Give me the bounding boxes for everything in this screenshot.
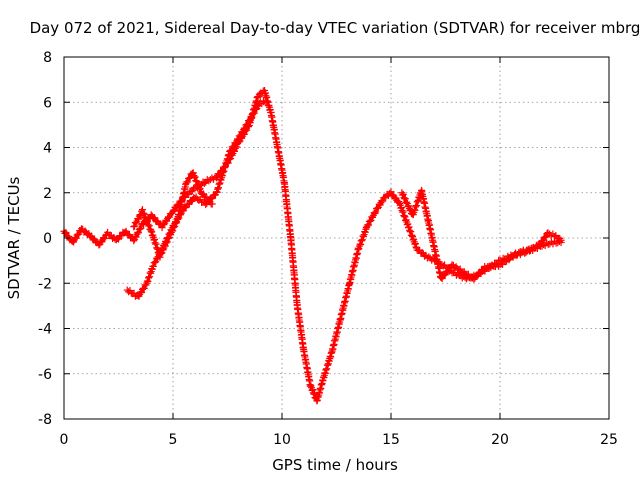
x-tick-label: 10 <box>273 432 291 448</box>
data-point <box>101 234 109 242</box>
data-point <box>370 209 378 217</box>
data-point <box>185 174 193 182</box>
series-4 <box>398 186 565 283</box>
data-point <box>81 227 89 235</box>
data-point <box>140 210 148 218</box>
data-point <box>169 227 177 235</box>
data-point <box>252 105 260 113</box>
data-point <box>151 258 159 266</box>
data-point <box>441 271 449 279</box>
data-point <box>366 217 374 225</box>
data-point <box>138 289 146 297</box>
data-point <box>543 239 551 247</box>
data-point <box>130 237 138 245</box>
data-point <box>192 177 200 185</box>
data-point <box>250 109 258 117</box>
x-tick-label: 0 <box>60 432 69 448</box>
data-point <box>135 229 143 237</box>
data-point <box>172 219 180 227</box>
series-3 <box>130 169 216 261</box>
data-point <box>536 241 544 249</box>
data-point <box>241 124 249 132</box>
y-tick-label: -6 <box>38 367 52 383</box>
data-point <box>557 236 565 244</box>
data-point <box>144 220 152 228</box>
chart-title: Day 072 of 2021, Sidereal Day-to-day VTE… <box>30 19 640 37</box>
data-point <box>234 135 242 143</box>
data-point <box>208 200 216 208</box>
x-tick-label: 25 <box>600 432 618 448</box>
data-point <box>165 213 173 221</box>
data-point <box>541 234 549 242</box>
data-point <box>418 249 426 257</box>
data-point <box>163 238 171 246</box>
data-point <box>196 185 204 193</box>
y-tick-label: 8 <box>43 50 52 66</box>
data-point <box>162 239 170 247</box>
data-point <box>401 195 409 203</box>
data-point <box>171 223 179 231</box>
data-point <box>161 242 169 250</box>
data-point <box>488 261 496 269</box>
data-point <box>131 222 139 230</box>
y-tick-label: 4 <box>43 141 52 157</box>
data-point <box>193 178 201 186</box>
data-point <box>135 212 143 220</box>
x-tick-label: 5 <box>169 432 178 448</box>
data-point <box>91 235 99 243</box>
data-point <box>156 253 164 261</box>
data-point <box>200 179 208 187</box>
data-point <box>400 194 408 202</box>
data-point <box>143 217 151 225</box>
data-point <box>239 126 247 134</box>
data-point <box>139 209 147 217</box>
data-point <box>205 177 213 185</box>
data-point <box>182 179 190 187</box>
x-tick-label: 20 <box>491 432 509 448</box>
y-tick-label: 2 <box>43 186 52 202</box>
data-point <box>137 224 145 232</box>
data-point <box>72 234 80 242</box>
data-point <box>135 215 143 223</box>
data-point <box>249 110 257 118</box>
y-axis-title: SDTVAR / TECUs <box>5 176 23 299</box>
y-tick-label: -8 <box>38 412 52 428</box>
data-point <box>263 98 271 106</box>
data-point <box>152 258 160 266</box>
y-tick-label: 0 <box>43 231 52 247</box>
data-point <box>254 101 262 109</box>
data-point <box>399 190 407 198</box>
x-axis-title: GPS time / hours <box>272 456 398 474</box>
y-tick-label: -4 <box>38 322 52 338</box>
axis-ticks: 0 5 10 15 20 25 -8 -6 -4 -2 0 2 4 6 8 <box>38 50 618 448</box>
y-tick-label: 6 <box>43 95 52 111</box>
data-point <box>371 209 379 217</box>
data-point <box>363 222 371 230</box>
data-point <box>138 206 146 214</box>
data-point <box>191 173 199 181</box>
data-point <box>184 178 192 186</box>
data-point <box>169 224 177 232</box>
data-point <box>145 222 153 230</box>
data-point <box>165 234 173 242</box>
data-point <box>542 233 550 241</box>
y-tick-label: -2 <box>38 276 52 292</box>
x-tick-label: 15 <box>382 432 400 448</box>
data-point <box>236 132 244 140</box>
data-point <box>248 113 256 121</box>
data-layer <box>60 86 565 405</box>
data-point <box>149 262 157 270</box>
data-point <box>403 198 411 206</box>
data-point <box>365 221 373 229</box>
data-point <box>187 188 195 196</box>
